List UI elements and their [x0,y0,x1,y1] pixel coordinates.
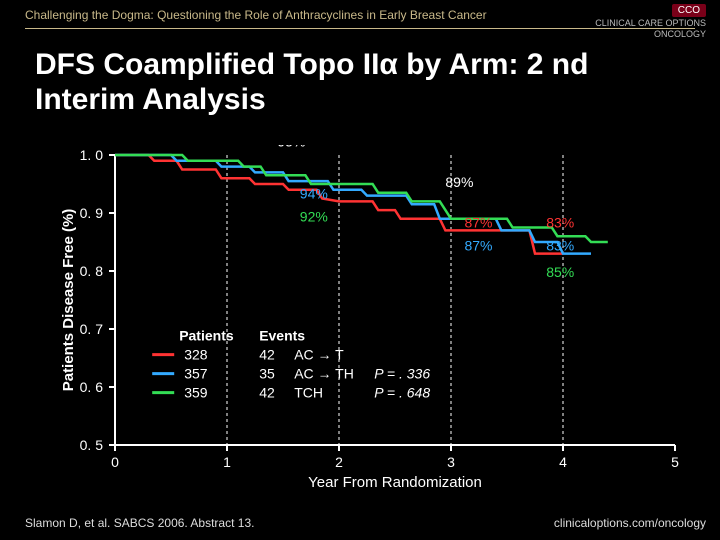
dfs-chart: 0 1 2 3 4 5 0. 5 0. 6 0. 7 0. 8 0. 9 1. 0 Year From … [60,145,680,495]
svg-text:89%: 89% [445,174,473,190]
svg-text:AC → T: AC → T [294,347,344,363]
svg-text:357: 357 [184,366,208,382]
svg-text:Patients: Patients [179,328,234,344]
svg-text:0. 7: 0. 7 [80,321,104,337]
svg-text:Events: Events [259,328,305,344]
svg-text:83%: 83% [546,238,574,254]
svg-text:94%: 94% [300,186,328,202]
svg-text:Year From Randomization: Year From Randomization [308,474,482,491]
svg-text:0. 8: 0. 8 [80,263,104,279]
svg-text:85%: 85% [546,264,574,280]
svg-text:P = . 336: P = . 336 [374,366,430,382]
brand-tag: CCO [672,4,706,17]
brand-line2: ONCOLOGY [654,29,706,39]
source-url: clinicaloptions.com/oncology [554,516,706,530]
svg-text:87%: 87% [464,238,492,254]
brand-line1: CLINICAL CARE OPTIONS [595,18,706,28]
svg-text:42: 42 [259,385,275,401]
svg-text:87%: 87% [464,215,492,231]
svg-text:35: 35 [259,366,275,382]
svg-text:P = . 648: P = . 648 [374,385,430,401]
svg-text:3: 3 [447,454,455,470]
citation: Slamon D, et al. SABCS 2006. Abstract 13… [25,516,254,530]
brand-logo: CCO CLINICAL CARE OPTIONS ONCOLOGY [595,4,706,40]
svg-text:0. 9: 0. 9 [80,205,104,221]
svg-text:328: 328 [184,347,208,363]
svg-text:83%: 83% [546,215,574,231]
svg-text:2: 2 [335,454,343,470]
svg-text:Patients Disease Free (%): Patients Disease Free (%) [60,209,77,392]
svg-text:1. 0: 1. 0 [80,147,104,163]
svg-text:359: 359 [184,385,208,401]
svg-text:0. 6: 0. 6 [80,379,104,395]
svg-text:42: 42 [259,347,275,363]
svg-text:1: 1 [223,454,231,470]
svg-text:4: 4 [559,454,567,470]
svg-text:0: 0 [111,454,119,470]
svg-text:0. 5: 0. 5 [80,437,104,453]
svg-text:95%: 95% [277,145,305,149]
svg-text:AC → TH: AC → TH [294,366,354,382]
svg-text:5: 5 [671,454,679,470]
svg-text:TCH: TCH [294,385,323,401]
svg-text:92%: 92% [300,209,328,225]
page-title: DFS Coamplified Topo IIα by Arm: 2 nd In… [35,48,695,117]
